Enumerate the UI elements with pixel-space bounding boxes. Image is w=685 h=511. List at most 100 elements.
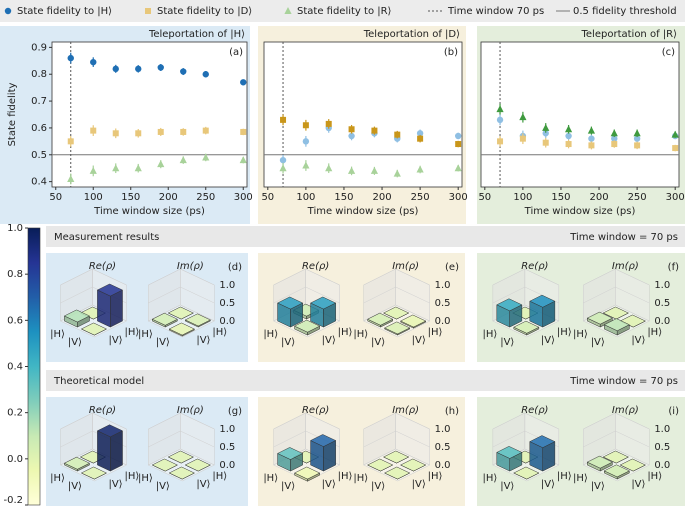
panel-title: Teleportation of |D⟩ xyxy=(363,29,460,40)
basis-label: |H⟩ xyxy=(212,471,227,482)
bar-top xyxy=(619,458,646,472)
matrix-title: Re(ρ) xyxy=(89,405,116,416)
bar-top xyxy=(184,458,211,472)
basis-label: |H⟩ xyxy=(353,473,368,484)
matrix-bar xyxy=(400,314,427,329)
bar-top xyxy=(384,321,411,335)
z-tick-label: 0.5 xyxy=(654,442,670,453)
matrix-title: Im(ρ) xyxy=(612,405,639,416)
z-tick-label: 0.0 xyxy=(654,316,670,327)
grid-line xyxy=(305,268,340,286)
y-tick-label: 0.6 xyxy=(31,123,47,134)
grid-line xyxy=(305,286,340,304)
basis-label: |H⟩ xyxy=(573,473,588,484)
grid-line xyxy=(492,268,525,286)
marker xyxy=(542,123,550,131)
panel-label: (a) xyxy=(229,47,243,58)
basis-label: |V⟩ xyxy=(281,481,295,492)
grid-line xyxy=(524,268,559,286)
panel-label: (g) xyxy=(228,406,242,417)
marker xyxy=(67,54,74,62)
bar-top xyxy=(367,312,394,326)
matrix-bar xyxy=(513,320,540,336)
grid-line xyxy=(180,286,215,304)
colorbar-tick-label: 0.4 xyxy=(7,362,23,373)
marker xyxy=(280,116,287,123)
x-tick-label: 100 xyxy=(84,192,103,203)
matrix-title: Im(ρ) xyxy=(177,261,204,272)
bar-top xyxy=(529,294,556,308)
matrix-bar xyxy=(151,458,178,472)
marker xyxy=(90,127,97,134)
basis-label: |V⟩ xyxy=(500,337,514,348)
matrix-bar xyxy=(384,321,411,336)
z-tick-label: 1.0 xyxy=(435,424,451,435)
grid-line xyxy=(583,286,616,304)
marker xyxy=(565,132,572,140)
matrix-bar xyxy=(293,319,321,336)
marker xyxy=(180,68,187,75)
matrix-bar xyxy=(496,298,523,328)
panel-label: (c) xyxy=(662,47,675,58)
matrix-title: Re(ρ) xyxy=(89,261,116,272)
bar-top xyxy=(309,434,337,447)
bar-top xyxy=(496,446,523,459)
grid-line xyxy=(92,268,127,286)
basis-label: |H⟩ xyxy=(483,329,498,340)
x-tick-label: 200 xyxy=(589,192,608,203)
basis-label: |H⟩ xyxy=(428,327,443,338)
marker xyxy=(279,164,287,172)
plot-area xyxy=(480,41,680,188)
marker xyxy=(325,164,333,172)
bar-top xyxy=(383,306,410,320)
grid-line xyxy=(492,430,525,448)
matrix-title: Re(ρ) xyxy=(302,405,329,416)
matrix-bar xyxy=(167,450,194,464)
bar-top xyxy=(383,450,410,464)
marker xyxy=(610,129,618,137)
legend-label: State fidelity to |D⟩ xyxy=(157,6,252,17)
matrix-bar xyxy=(496,446,523,472)
basis-label: |V⟩ xyxy=(156,337,170,348)
grid-line xyxy=(60,430,93,448)
x-tick-label: 50 xyxy=(261,192,274,203)
matrix-bar xyxy=(619,458,646,472)
colorbar-tick-label: 1.0 xyxy=(7,223,23,234)
matrix-bar xyxy=(309,296,337,328)
legend-marker xyxy=(145,8,151,14)
x-tick-label: 300 xyxy=(666,192,685,203)
bar-top xyxy=(293,466,321,480)
bar-top xyxy=(529,435,556,448)
matrix-bar xyxy=(167,306,194,320)
legend-marker xyxy=(4,7,12,15)
marker xyxy=(672,145,679,152)
marker xyxy=(394,131,401,138)
z-tick-label: 1.0 xyxy=(219,280,235,291)
basis-label: |V⟩ xyxy=(541,479,555,490)
panel-label: (b) xyxy=(444,47,458,58)
colorbar-tick-label: -0.2 xyxy=(3,495,23,506)
marker xyxy=(671,130,679,138)
bar-top xyxy=(151,458,178,472)
marker xyxy=(565,141,572,148)
marker xyxy=(112,130,119,137)
grid-line xyxy=(180,412,215,430)
basis-label: |V⟩ xyxy=(281,337,295,348)
basis-label: |V⟩ xyxy=(500,481,514,492)
marker xyxy=(634,142,641,149)
legend-background xyxy=(0,0,685,22)
matrix-title: Re(ρ) xyxy=(521,261,548,272)
grid-line xyxy=(363,268,396,286)
matrix-title: Re(ρ) xyxy=(302,261,329,272)
marker xyxy=(240,128,247,135)
x-tick-label: 150 xyxy=(121,192,140,203)
grid-line xyxy=(395,304,430,322)
z-tick-label: 0.0 xyxy=(654,460,670,471)
x-tick-label: 250 xyxy=(411,192,430,203)
basis-label: |V⟩ xyxy=(591,481,605,492)
grid-line xyxy=(180,268,215,286)
basis-label: |H⟩ xyxy=(263,473,278,484)
section-header xyxy=(46,370,685,391)
basis-label: |V⟩ xyxy=(541,335,555,346)
